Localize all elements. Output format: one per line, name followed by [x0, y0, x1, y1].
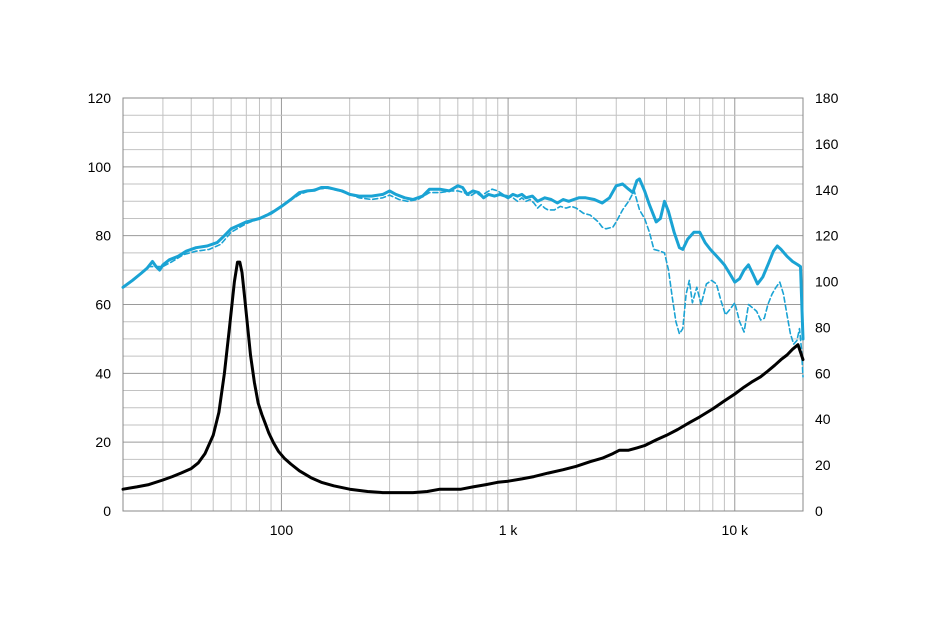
y-axis-left: 0 20 40 60 80 100 120 — [88, 90, 112, 519]
y-left-tick-label: 20 — [95, 434, 111, 450]
x-axis: 100 1 k 10 k — [270, 522, 749, 538]
y-right-tick-label: 160 — [815, 136, 839, 152]
y-left-tick-label: 40 — [95, 365, 111, 381]
y-right-tick-label: 40 — [815, 411, 831, 427]
y-right-tick-label: 20 — [815, 457, 831, 473]
y-left-tick-label: 0 — [103, 503, 111, 519]
y-left-tick-label: 60 — [95, 297, 111, 313]
x-tick-label: 100 — [270, 522, 294, 538]
series-line-response-off-axis — [122, 187, 804, 378]
y-right-tick-label: 80 — [815, 319, 831, 335]
y-right-tick-label: 120 — [815, 228, 839, 244]
series-line-impedance — [121, 260, 805, 495]
y-right-tick-label: 100 — [815, 274, 839, 290]
y-axis-right: 0 20 40 60 80 100 120 140 160 180 — [815, 90, 839, 519]
y-right-tick-label: 180 — [815, 90, 839, 106]
series-group — [121, 177, 805, 495]
y-left-tick-label: 80 — [95, 228, 111, 244]
y-right-tick-label: 60 — [815, 365, 831, 381]
y-right-tick-label: 140 — [815, 182, 839, 198]
y-left-tick-label: 120 — [88, 90, 112, 106]
x-tick-label: 10 k — [722, 522, 749, 538]
y-right-tick-label: 0 — [815, 503, 823, 519]
y-left-tick-label: 100 — [88, 159, 112, 175]
x-tick-label: 1 k — [499, 522, 519, 538]
